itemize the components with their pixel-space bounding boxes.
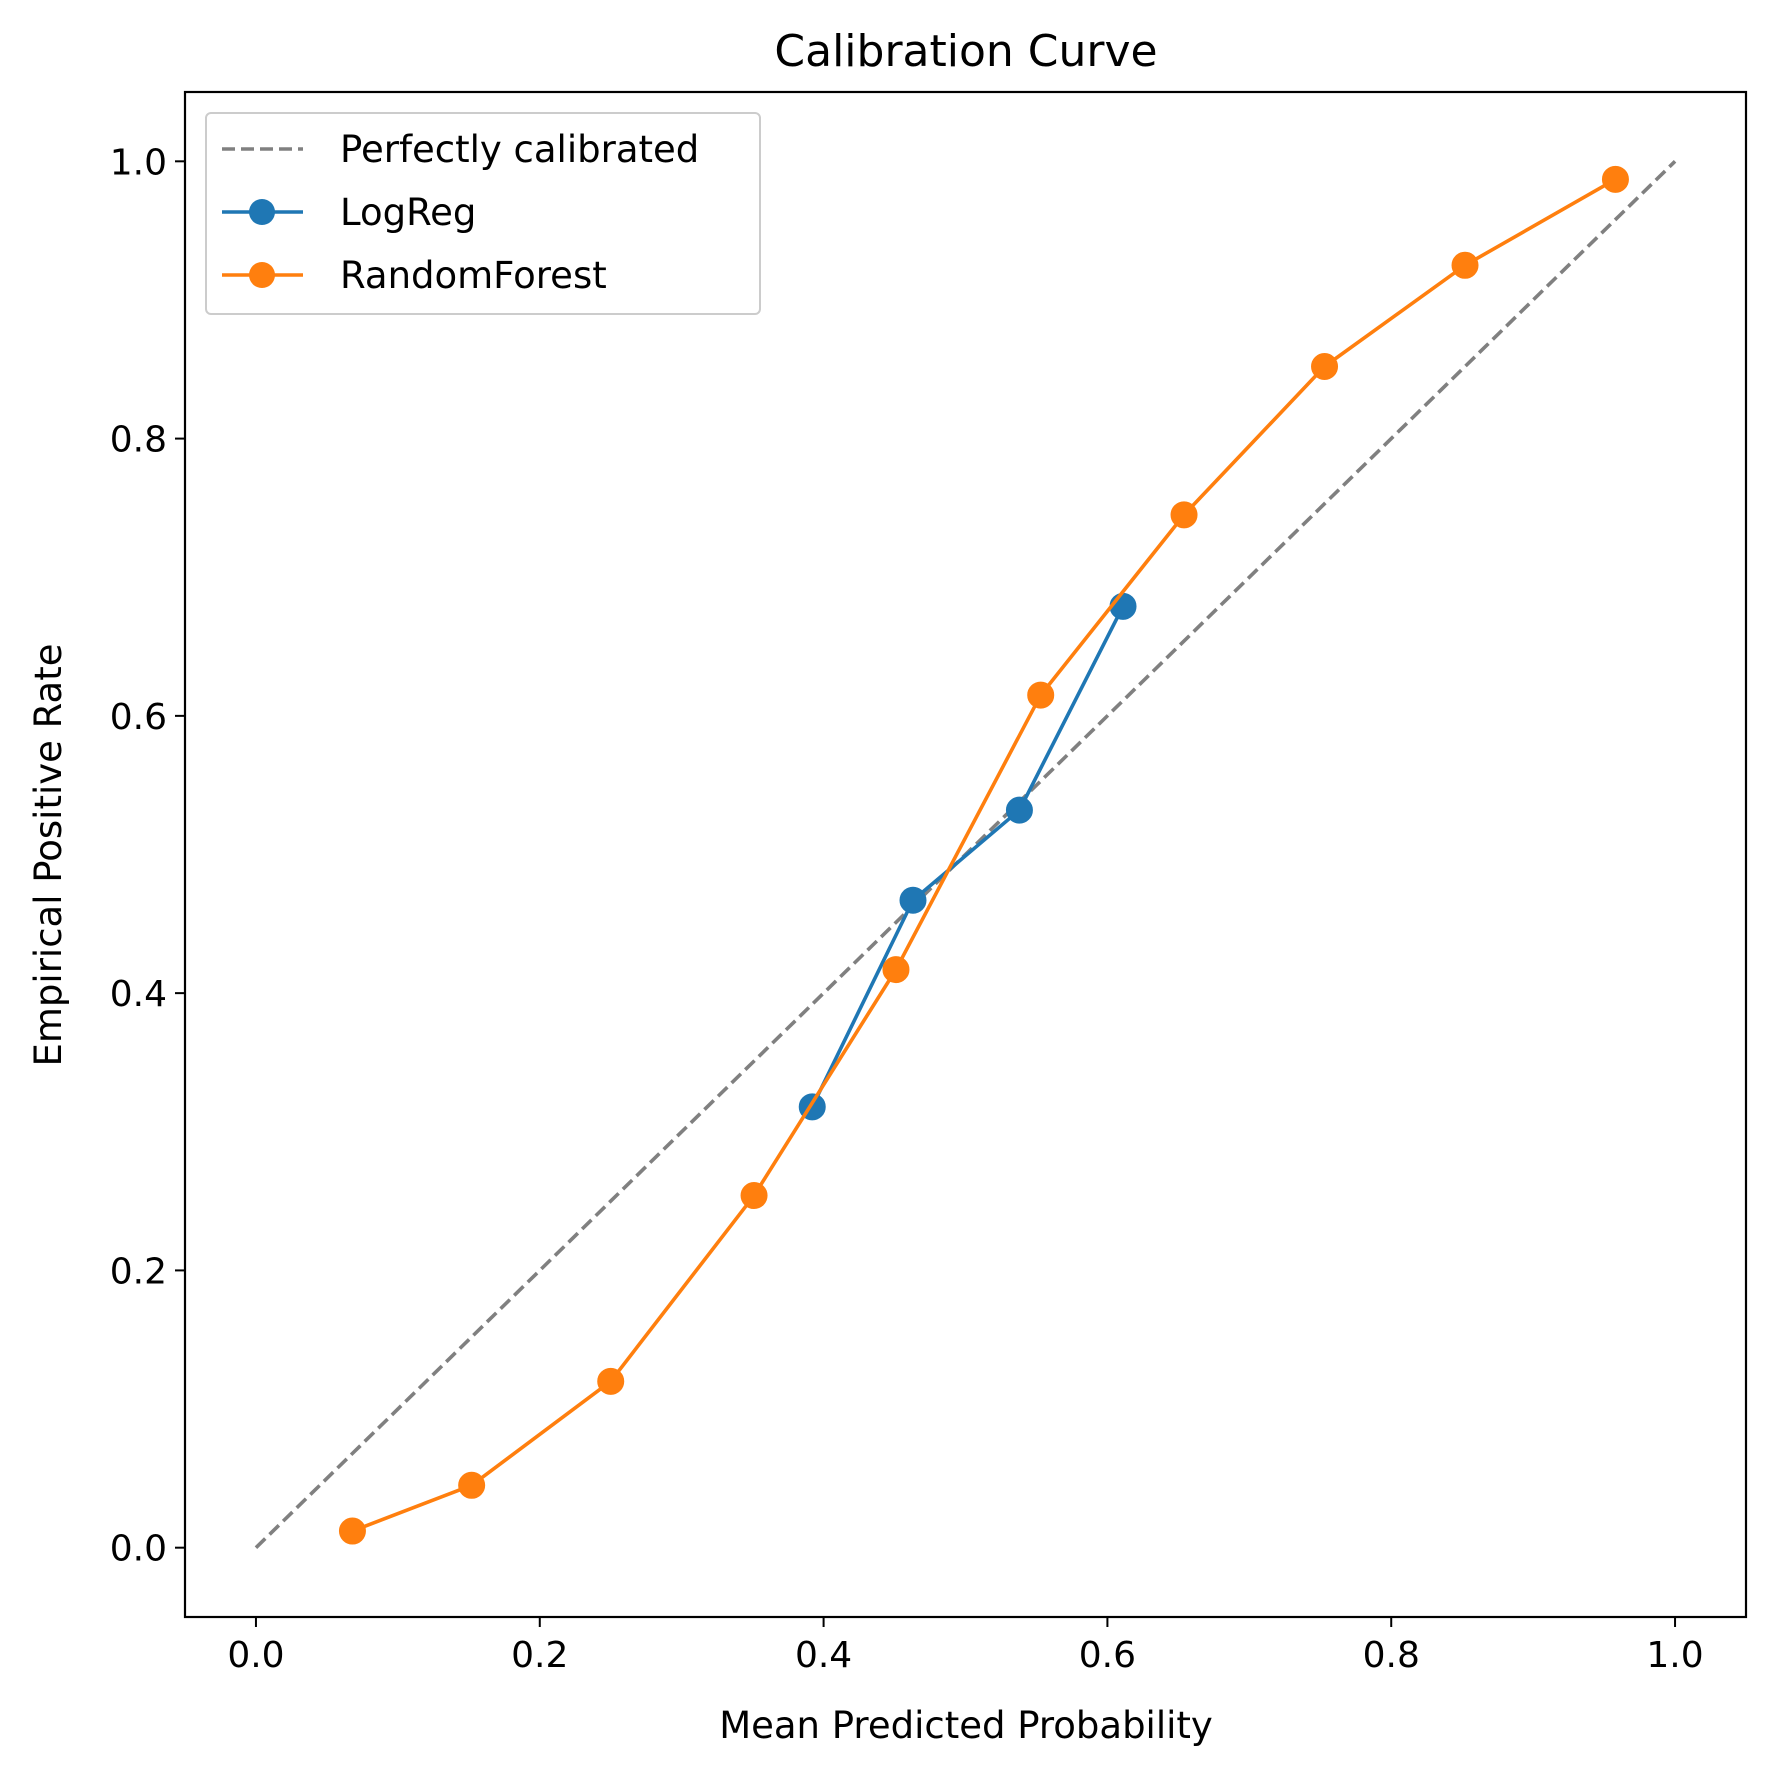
data-point-randomforest [338,1517,366,1545]
data-point-randomforest [1451,251,1479,279]
x-axis-label: Mean Predicted Probability [719,1704,1213,1747]
legend-label-randomforest: RandomForest [340,254,607,297]
axes-frame [183,90,1748,1619]
x-tick-label: 1.0 [1646,1635,1703,1676]
ticks-layer: 0.0 0.2 0.4 0.6 0.8 1.0 0.0 0.2 0.4 0.6 0.8 1.0 [110,142,1704,1676]
x-tick-label: 0.4 [795,1635,852,1676]
data-point-logreg [1109,592,1137,620]
legend-label-logreg: LogReg [340,191,476,234]
y-tick-label: 0.0 [110,1529,167,1570]
data-point-randomforest [1311,353,1339,380]
legend-label-perfectly-calibrated: Perfectly calibrated [340,128,699,171]
series-randomforest [338,165,1629,1545]
series-line-logreg [809,603,1126,1110]
x-tick-label: 0.8 [1363,1635,1420,1676]
data-point-randomforest [1601,165,1629,193]
x-tick-label: 0.6 [1079,1635,1136,1676]
legend-frame [205,112,761,315]
y-tick-label: 0.6 [110,697,167,738]
series-line-randomforest [350,176,1618,1534]
series-layer [254,160,1677,1549]
data-point-randomforest [882,956,910,984]
data-point-randomforest [458,1471,486,1499]
legend: Perfectly calibrated LogReg RandomForest [205,112,761,315]
data-point-logreg [899,886,927,914]
y-tick-label: 0.8 [110,420,167,461]
data-point-logreg [1005,796,1033,824]
y-axis-label: Empirical Positive Rate [27,644,70,1067]
data-point-randomforest [597,1367,625,1395]
legend-entries: Perfectly calibrated LogReg RandomForest [222,128,699,297]
legend-marker-randomforest [249,262,275,288]
data-point-randomforest [1027,681,1055,709]
x-tick-label: 0.0 [227,1635,284,1676]
y-tick-label: 0.4 [110,974,167,1015]
x-tick-label: 0.2 [511,1635,568,1676]
legend-marker-logreg [249,199,275,225]
data-point-randomforest [1170,501,1198,529]
data-point-randomforest [740,1182,768,1210]
y-tick-label: 0.2 [110,1251,167,1292]
y-tick-label: 1.0 [110,142,167,183]
chart-title: Calibration Curve [774,26,1157,77]
series-logreg [798,592,1137,1121]
